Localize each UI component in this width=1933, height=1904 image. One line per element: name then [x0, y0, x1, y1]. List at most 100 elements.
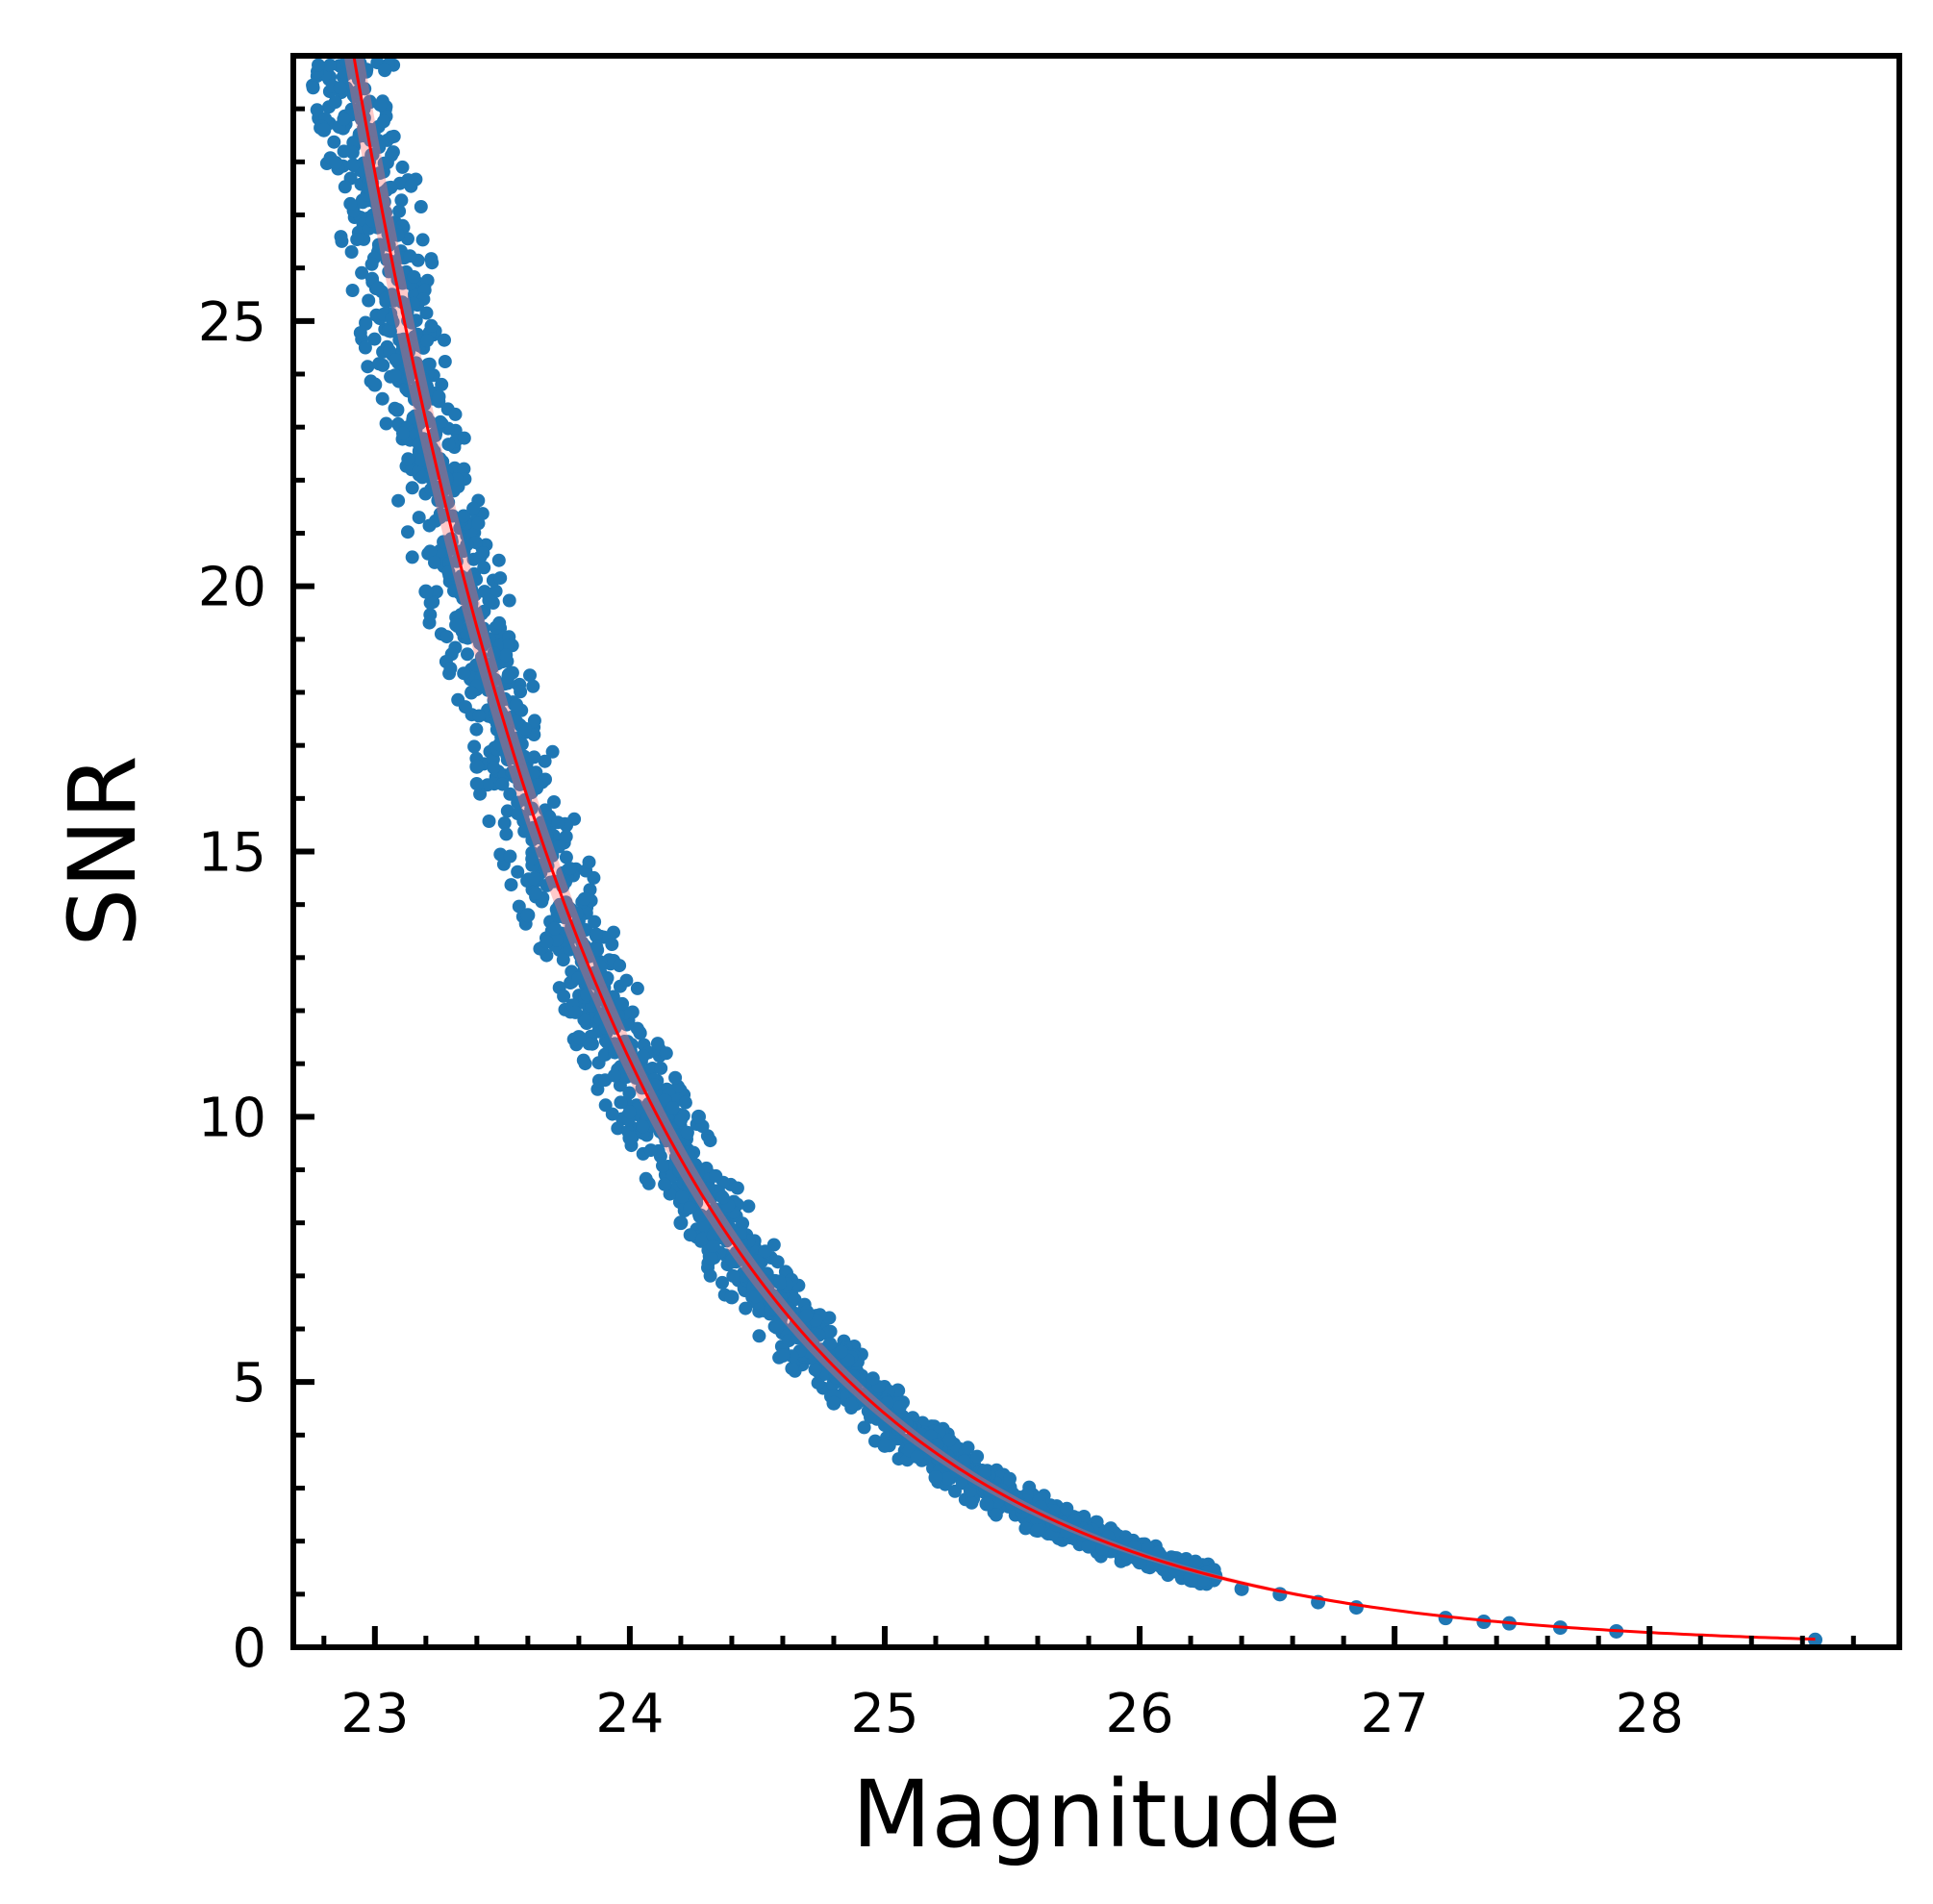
scatter-point [514, 685, 528, 699]
scatter-point [785, 1362, 799, 1376]
scatter-point [329, 156, 343, 170]
scatter-point [823, 1337, 838, 1351]
scatter-point [683, 1228, 697, 1242]
scatter-point [622, 1130, 638, 1145]
scatter-point [549, 933, 564, 947]
scatter-point [441, 438, 456, 452]
scatter-point [389, 353, 403, 367]
scatter-point [364, 257, 379, 271]
scatter-point [734, 1226, 747, 1240]
scatter-point [350, 233, 364, 246]
scatter-point [892, 1400, 907, 1414]
y-axis-ticks: 0 5 10 15 20 25 [198, 106, 314, 1680]
scatter-point [323, 58, 337, 72]
scatter-point [371, 281, 386, 295]
scatter-point [477, 561, 491, 575]
scatter-point [880, 1396, 894, 1410]
scatter-point [482, 632, 496, 646]
scatter-point [622, 1086, 637, 1100]
scatter-point [458, 700, 472, 714]
scatter-point [540, 935, 554, 949]
scatter-point [690, 1165, 705, 1180]
scatter-point [590, 942, 605, 957]
scatter-point [942, 1433, 957, 1447]
scatter-point [481, 778, 494, 792]
scatter-point [844, 1396, 859, 1411]
scatter-point [475, 607, 489, 621]
scatter-point [422, 518, 437, 533]
scatter-point [636, 1049, 650, 1064]
scatter-point [382, 324, 396, 338]
scatter-point [482, 814, 496, 828]
scatter-point [1234, 1581, 1249, 1596]
scatter-point [877, 1438, 892, 1453]
scatter-point [333, 81, 347, 95]
scatter-point [405, 315, 419, 330]
x-axis-label: Magnitude [852, 1761, 1342, 1868]
scatter-point [489, 584, 503, 598]
scatter-point [703, 1268, 717, 1283]
scatter-point [517, 824, 532, 839]
scatter-point [375, 391, 389, 406]
scatter-point [505, 765, 519, 779]
scatter-point [741, 1199, 756, 1214]
scatter-point [339, 56, 354, 69]
scatter-point [598, 1020, 613, 1035]
scatter-point [395, 160, 410, 174]
scatter-point [469, 572, 484, 587]
scatter-point [736, 1216, 750, 1231]
scatter-point [362, 293, 376, 308]
scatter-point [510, 697, 523, 712]
scatter-point [502, 593, 516, 608]
scatter-point [701, 1181, 715, 1195]
scatter-point [589, 927, 603, 941]
scatter-point [306, 81, 320, 95]
scatter-point [420, 334, 435, 348]
scatter-point [1060, 1501, 1074, 1516]
scatter-point [930, 1438, 944, 1452]
scatter-point [492, 615, 507, 630]
scatter-point [500, 804, 515, 818]
scatter-point [344, 245, 359, 259]
scatter-point [495, 777, 510, 791]
scatter-point [376, 358, 390, 372]
scatter-point [582, 855, 596, 869]
scatter-point [724, 1290, 740, 1305]
scatter-point [504, 878, 518, 892]
scatter-point [866, 1371, 880, 1386]
scatter-point [439, 630, 454, 644]
scatter-point [678, 1095, 692, 1110]
scatter-point [593, 959, 608, 973]
scatter-point [597, 1047, 612, 1062]
scatter-point [674, 1113, 689, 1127]
scatter-point [493, 571, 508, 586]
scatter-point [365, 214, 380, 229]
scatter-point [1003, 1471, 1017, 1486]
scatter-point [654, 1061, 668, 1075]
scatter-point [469, 777, 484, 790]
scatter-point [715, 1190, 730, 1205]
scatter-point [1081, 1539, 1096, 1554]
scatter-point [373, 98, 388, 113]
scatter-point [1438, 1611, 1453, 1626]
scatter-point [527, 714, 541, 728]
scatter-point [812, 1328, 826, 1342]
scatter-point [1141, 1541, 1155, 1556]
scatter-point [593, 970, 608, 985]
scatter-point [540, 878, 554, 892]
scatter-point [423, 544, 438, 559]
scatter-point [448, 407, 463, 421]
scatter-point [977, 1465, 992, 1479]
scatter-point [421, 358, 436, 372]
scatter-point [376, 114, 390, 129]
scatter-point [551, 815, 565, 830]
scatter-point [515, 737, 529, 751]
scatter-point [622, 1105, 637, 1119]
scatter-point [472, 709, 487, 723]
scatter-point [387, 129, 401, 143]
scatter-point [464, 686, 479, 700]
scatter-point [979, 1496, 994, 1512]
scatter-point [563, 862, 577, 876]
